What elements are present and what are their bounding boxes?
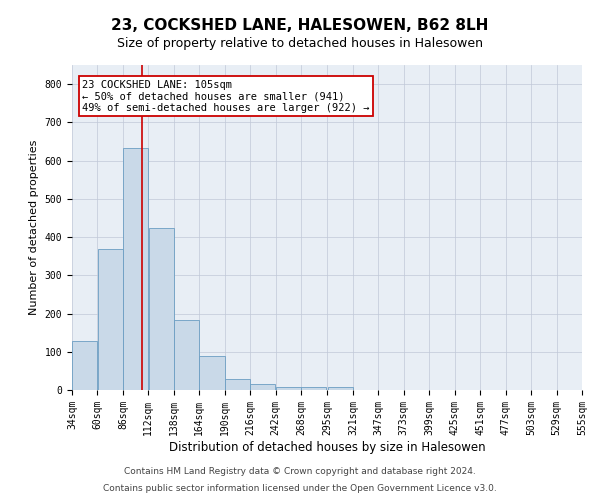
Bar: [250, 384, 275, 390]
Text: Contains public sector information licensed under the Open Government Licence v3: Contains public sector information licen…: [103, 484, 497, 493]
Bar: [72, 342, 97, 390]
X-axis label: Distribution of detached houses by size in Halesowen: Distribution of detached houses by size …: [169, 440, 485, 454]
Bar: [276, 387, 301, 390]
Text: Size of property relative to detached houses in Halesowen: Size of property relative to detached ho…: [117, 38, 483, 51]
Bar: [174, 320, 199, 390]
Bar: [225, 378, 250, 390]
Text: 23 COCKSHED LANE: 105sqm
← 50% of detached houses are smaller (941)
49% of semi-: 23 COCKSHED LANE: 105sqm ← 50% of detach…: [82, 80, 370, 113]
Text: Contains HM Land Registry data © Crown copyright and database right 2024.: Contains HM Land Registry data © Crown c…: [124, 468, 476, 476]
Bar: [301, 387, 326, 390]
Text: 23, COCKSHED LANE, HALESOWEN, B62 8LH: 23, COCKSHED LANE, HALESOWEN, B62 8LH: [112, 18, 488, 32]
Bar: [328, 386, 353, 390]
Bar: [199, 356, 224, 390]
Y-axis label: Number of detached properties: Number of detached properties: [29, 140, 39, 315]
Bar: [123, 148, 148, 390]
Bar: [98, 248, 123, 390]
Bar: [149, 228, 173, 390]
